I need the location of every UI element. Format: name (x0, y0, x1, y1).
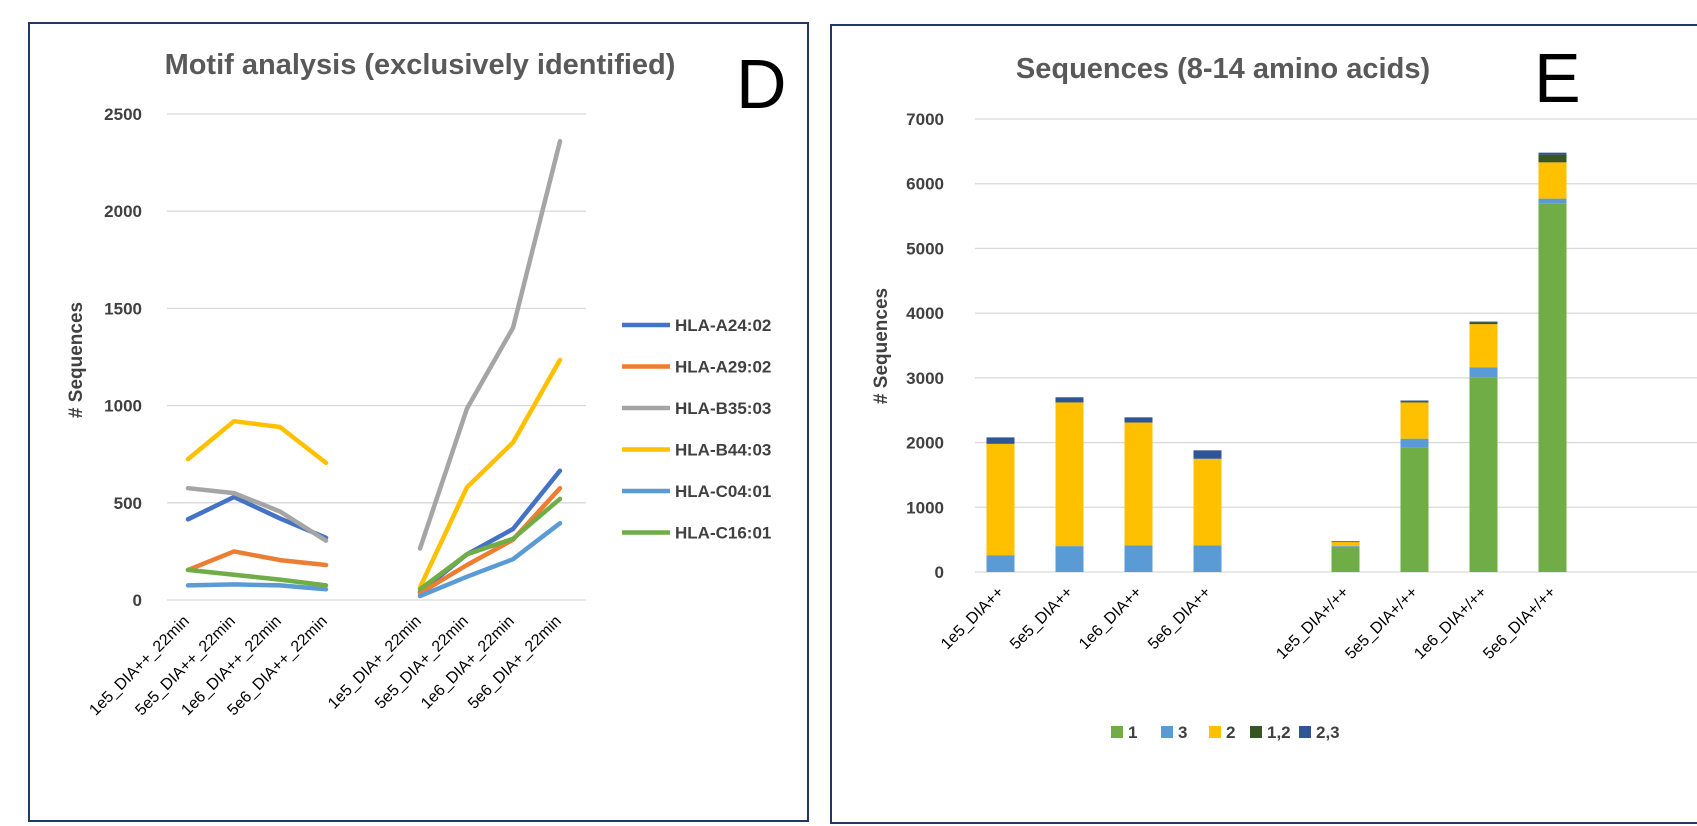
panel-letter: E (1534, 39, 1581, 117)
series-line (417, 496, 563, 592)
bar-segment (1538, 154, 1567, 163)
stacked-bar-chart-svg: Sequences (8-14 amino acids) E 0 1000 2000 30… (871, 39, 1697, 742)
legend-label: 1 (1128, 723, 1137, 742)
series-line (185, 582, 329, 592)
y-tick-label: 5000 (906, 239, 944, 258)
chart-title: Sequences (8-14 amino acids) (1016, 53, 1430, 85)
series-line (185, 567, 329, 588)
x-category-label: 5e5_DIA++ (1007, 584, 1076, 653)
legend-label: 2 (1226, 723, 1235, 742)
y-tick-label: 7000 (906, 110, 944, 129)
x-category-label: 1e6_DIA++ (1076, 584, 1145, 653)
legend-label: HLA-C04:01 (675, 482, 771, 501)
bar-segment (1193, 450, 1222, 459)
bar-segment (1400, 400, 1429, 402)
x-category-label: 5e6_DIA++ (1145, 584, 1214, 653)
series-line (417, 138, 563, 551)
y-tick-label: 0 (133, 591, 142, 610)
bar-segment (1469, 322, 1498, 325)
legend-label: HLA-C16:01 (675, 524, 771, 543)
legend-label: HLA-B44:03 (675, 441, 771, 460)
panel-letter: D (736, 45, 787, 123)
series-line (185, 549, 329, 573)
bar-segment (1055, 397, 1084, 403)
y-tick-label: 2000 (906, 434, 944, 453)
bar-segment (1469, 377, 1498, 572)
x-category-label: 1e6_DIA+/++ (1411, 584, 1490, 663)
bar-segment (1055, 402, 1084, 547)
series-line (417, 485, 563, 596)
bar-segment (1331, 546, 1360, 547)
x-category-label: 5e6_DIA+_22min (465, 613, 565, 713)
bar-segment (986, 437, 1015, 444)
legend-label: 2,3 (1316, 723, 1340, 742)
bar-segment (1331, 546, 1360, 572)
bar-segment (1193, 545, 1222, 572)
legend-swatch (1299, 726, 1311, 738)
y-tick-label: 0 (935, 563, 944, 582)
x-category-label: 1e5_DIA+/++ (1273, 584, 1352, 663)
legend-label: HLA-A29:02 (675, 358, 771, 377)
bar-segment (986, 555, 1015, 572)
bar-segment (1124, 422, 1153, 546)
bar-segment (1538, 203, 1567, 573)
chart-panel-motif-analysis: Motif analysis (exclusively identified) D… (28, 22, 809, 822)
y-tick-label: 3000 (906, 369, 944, 388)
x-category-label: 5e5_DIA+/++ (1342, 584, 1421, 663)
y-tick-label: 1000 (104, 397, 142, 416)
legend-swatch (1209, 726, 1221, 738)
legend-swatch (1161, 726, 1173, 738)
bar-segment (1124, 417, 1153, 423)
y-axis-label: # Sequences (66, 302, 87, 418)
series-line (417, 520, 563, 599)
bar-segment (1469, 367, 1498, 378)
bar-segment (1400, 438, 1429, 448)
chart-panel-sequences: Sequences (8-14 amino acids) E 0 1000 2000 30… (830, 24, 1697, 824)
bar-segment (1538, 198, 1567, 204)
y-tick-label: 2000 (104, 202, 142, 221)
x-category-label: 5e6_DIA+/++ (1480, 584, 1559, 663)
y-tick-label: 6000 (906, 175, 944, 194)
x-category-label: 1e5_DIA++ (938, 584, 1007, 653)
line-chart-svg: Motif analysis (exclusively identified) D… (66, 45, 787, 719)
legend-label: HLA-B35:03 (675, 399, 771, 418)
y-tick-label: 2500 (104, 105, 142, 124)
bar-segment (1193, 458, 1222, 546)
series-line (185, 418, 329, 466)
chart-title: Motif analysis (exclusively identified) (165, 49, 676, 81)
y-tick-label: 1000 (906, 498, 944, 517)
bar-segment (1124, 545, 1153, 572)
bar-segment (1469, 324, 1498, 368)
bar-segment (1538, 152, 1567, 155)
y-tick-label: 4000 (906, 304, 944, 323)
bar-segment (986, 443, 1015, 556)
legend-label: 1,2 (1267, 723, 1291, 742)
legend-swatch (1111, 726, 1123, 738)
bar-segment (1400, 401, 1429, 403)
legend-swatch (1250, 726, 1262, 738)
bar-segment (1331, 541, 1360, 543)
bar-segment (1538, 162, 1567, 199)
y-tick-label: 1500 (104, 299, 142, 318)
bar-segment (1331, 541, 1360, 547)
legend-label: 3 (1178, 723, 1187, 742)
series-line (417, 357, 563, 590)
bar-segment (1400, 447, 1429, 572)
series-line (185, 485, 329, 543)
legend-label: HLA-A24:02 (675, 316, 771, 335)
bar-segment (1400, 402, 1429, 439)
y-tick-label: 500 (114, 494, 142, 513)
y-axis-label: # Sequences (871, 288, 892, 404)
bar-segment (1055, 546, 1084, 572)
bar-segment (1469, 321, 1498, 323)
